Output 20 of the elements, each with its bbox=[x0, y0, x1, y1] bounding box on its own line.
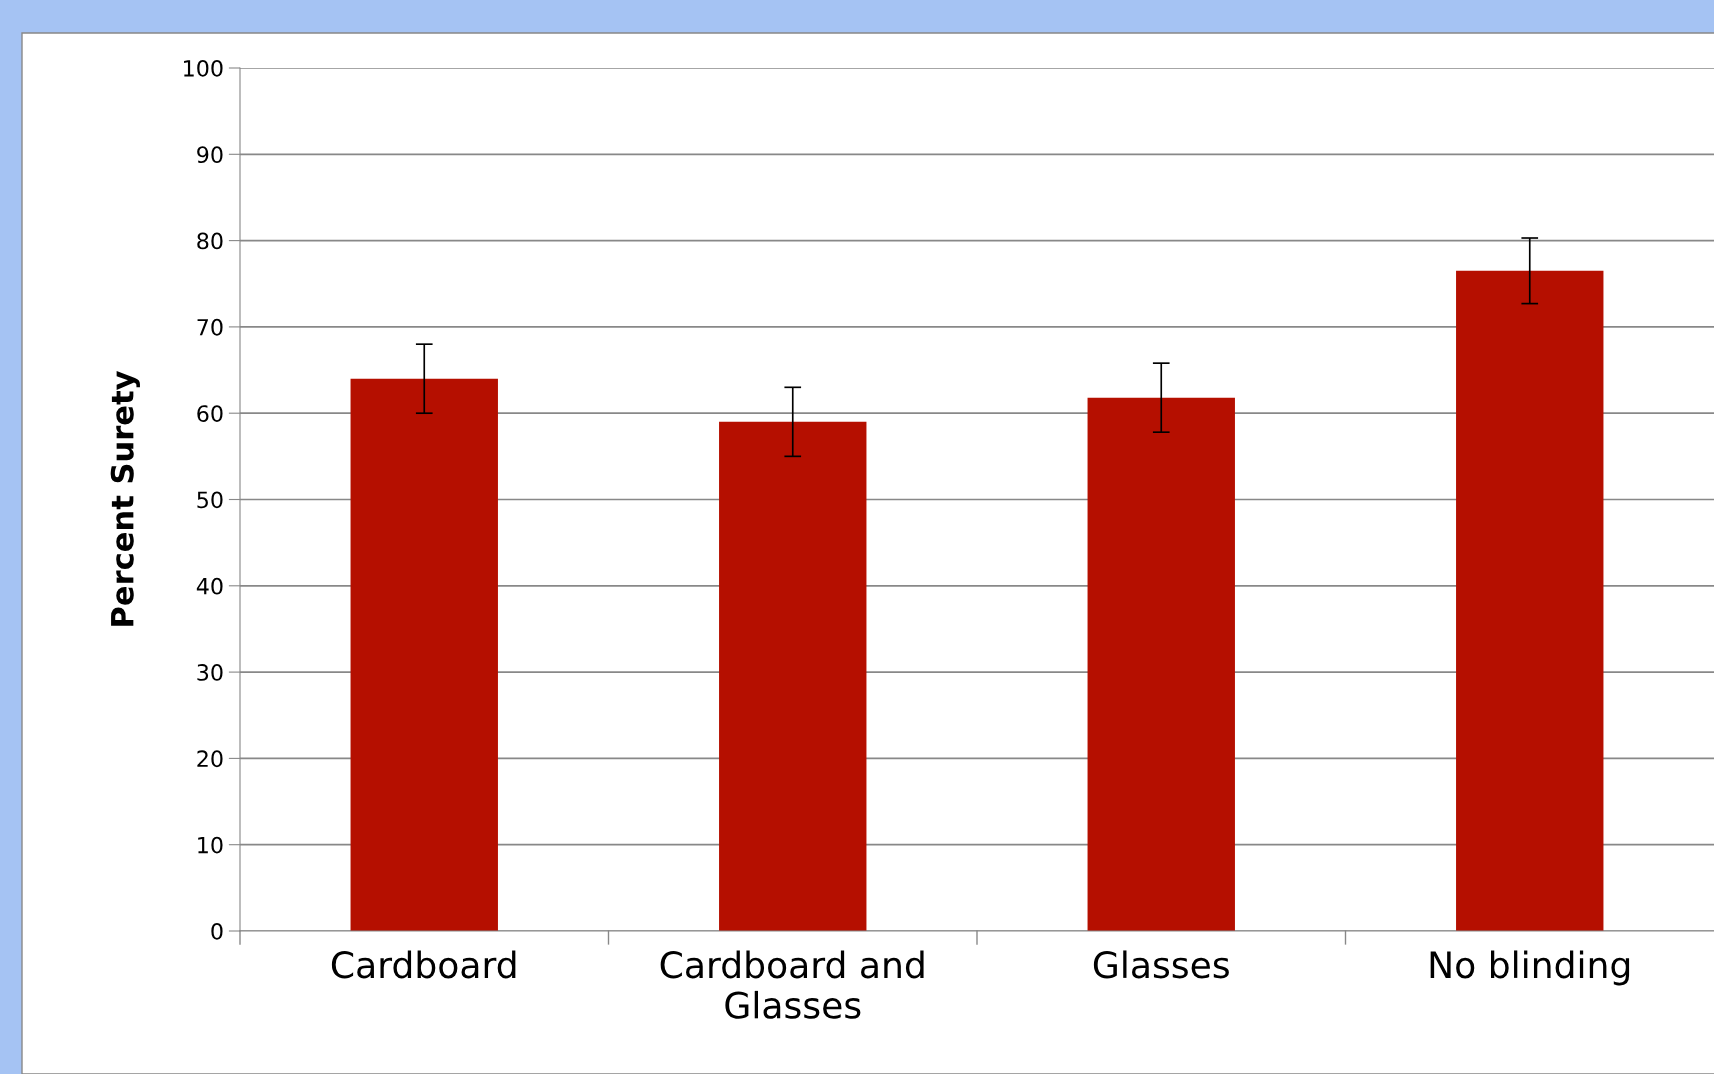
x-tick-label: Cardboard bbox=[331, 950, 516, 979]
bar bbox=[719, 421, 867, 931]
y-tick-label: 90 bbox=[197, 146, 223, 164]
x-tick-label: Glasses bbox=[1093, 950, 1229, 979]
bar bbox=[1087, 397, 1235, 931]
y-tick-label: 60 bbox=[197, 405, 223, 422]
bar bbox=[350, 378, 498, 931]
y-tick-label: 20 bbox=[197, 750, 223, 768]
y-tick-label: 100 bbox=[184, 59, 223, 77]
x-tick-label: Cardboard and Glasses bbox=[660, 950, 924, 1019]
y-tick-label: 80 bbox=[197, 232, 223, 250]
y-tick-label: 50 bbox=[197, 491, 223, 509]
x-tick-label: No blinding bbox=[1430, 950, 1630, 986]
y-tick-label: 70 bbox=[197, 318, 223, 336]
y-tick-label: 40 bbox=[196, 577, 223, 595]
bar bbox=[1456, 270, 1604, 931]
y-axis-title: Percent Surety bbox=[110, 371, 140, 626]
y-tick-label: 10 bbox=[198, 836, 223, 854]
y-tick-label: 30 bbox=[197, 664, 223, 681]
y-tick-label: 0 bbox=[211, 922, 223, 940]
